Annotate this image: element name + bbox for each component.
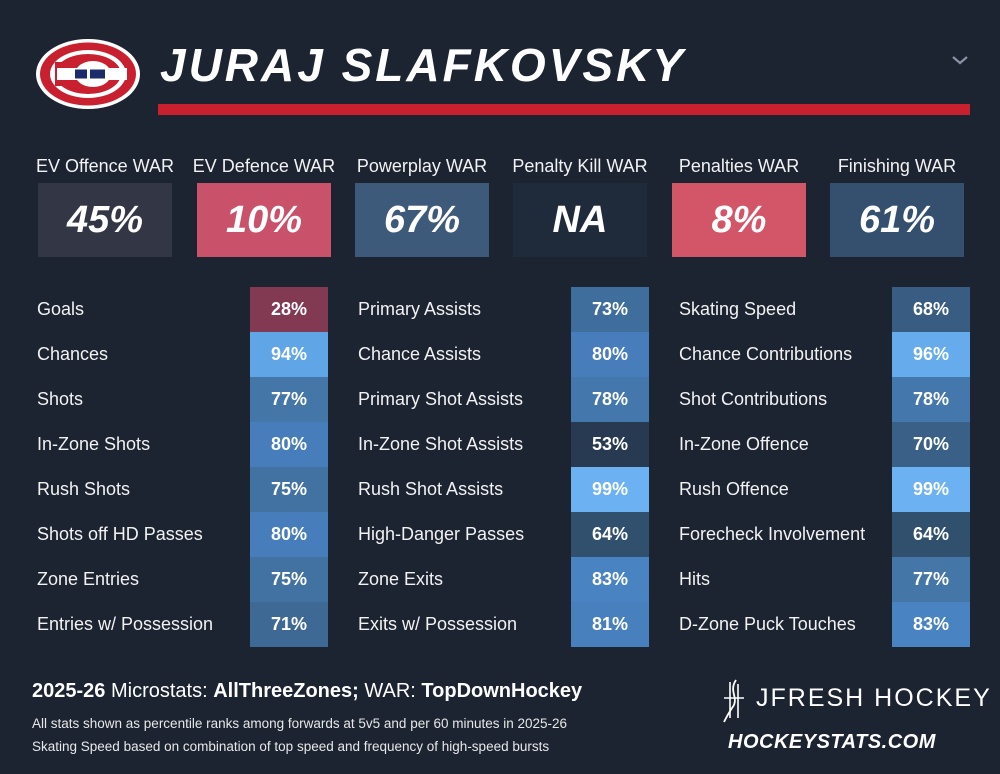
war-value-ev-offence: 45% <box>38 183 172 257</box>
player-name: JURAJ SLAFKOVSKY <box>160 39 686 91</box>
stat-percentile: 81% <box>571 602 649 647</box>
stat-label: Shot Contributions <box>679 389 828 409</box>
stat-label: Primary Shot Assists <box>358 389 524 409</box>
stat-percentile: 71% <box>250 602 328 647</box>
stat-label: In-Zone Offence <box>679 434 809 454</box>
stat-percentile: 99% <box>571 467 649 512</box>
war-label: EV Defence WAR <box>192 156 336 176</box>
footer-credits: 2025-26 Microstats: AllThreeZones; WAR: … <box>32 680 582 703</box>
stat-label: Zone Exits <box>358 569 444 589</box>
stat-label: Chance Contributions <box>679 344 853 364</box>
footer-note: All stats shown as percentile ranks amon… <box>32 716 568 731</box>
footer-note: Skating Speed based on combination of to… <box>32 739 550 754</box>
stat-percentile: 83% <box>892 602 970 647</box>
stat-percentile: 78% <box>571 377 649 422</box>
stat-percentile: 68% <box>892 287 970 332</box>
stat-percentile: 70% <box>892 422 970 467</box>
stat-label: Hits <box>679 569 710 589</box>
stat-percentile: 64% <box>571 512 649 557</box>
site-link[interactable]: HOCKEYSTATS.COM <box>728 731 936 753</box>
stat-percentile: 78% <box>892 377 970 422</box>
stat-percentile: 28% <box>250 287 328 332</box>
microstats-source: AllThreeZones; <box>213 680 359 702</box>
chevron-down-icon[interactable] <box>948 50 972 70</box>
stat-percentile: 80% <box>250 422 328 467</box>
stat-percentile: 64% <box>892 512 970 557</box>
stat-label: Chances <box>37 344 109 364</box>
stat-percentile: 53% <box>571 422 649 467</box>
stat-label: Rush Offence <box>679 479 789 499</box>
war-value-finishing: 61% <box>830 183 964 257</box>
war-label: Powerplay WAR <box>356 156 488 176</box>
stat-label: In-Zone Shots <box>37 434 151 454</box>
stat-label: Zone Entries <box>37 569 140 589</box>
stat-percentile: 96% <box>892 332 970 377</box>
stat-label: In-Zone Shot Assists <box>358 434 524 454</box>
stat-label: Entries w/ Possession <box>37 614 214 634</box>
season: 2025-26 <box>32 680 106 702</box>
stat-percentile: 83% <box>571 557 649 602</box>
war-value-powerplay: 67% <box>355 183 489 257</box>
stat-percentile: 77% <box>250 377 328 422</box>
brand-name: JFRESH HOCKEY <box>756 684 992 712</box>
war-label: EV Offence WAR <box>35 156 175 176</box>
stat-label: Exits w/ Possession <box>358 614 518 634</box>
war-label: Penalty Kill WAR <box>512 156 648 176</box>
stat-label: Rush Shots <box>37 479 131 499</box>
stat-percentile: 80% <box>250 512 328 557</box>
title-underline <box>158 104 970 115</box>
stat-percentile: 75% <box>250 557 328 602</box>
stat-label: Goals <box>37 299 85 319</box>
stat-label: High-Danger Passes <box>358 524 525 544</box>
stat-percentile: 99% <box>892 467 970 512</box>
stat-percentile: 75% <box>250 467 328 512</box>
stat-label: Shots <box>37 389 84 409</box>
war-label: Penalties WAR <box>678 156 800 176</box>
stat-label: D-Zone Puck Touches <box>679 614 856 634</box>
stat-label: Rush Shot Assists <box>358 479 504 499</box>
stat-label: Skating Speed <box>679 299 797 319</box>
jfresh-logo-icon <box>723 679 744 723</box>
stat-percentile: 77% <box>892 557 970 602</box>
microstats-label: Microstats: <box>110 680 208 702</box>
war-value-ev-defence: 10% <box>197 183 331 257</box>
war-value-penalty-kill: NA <box>513 183 647 257</box>
canadiens-logo-icon <box>36 39 140 109</box>
stat-label: Chance Assists <box>358 344 482 364</box>
war-source: TopDownHockey <box>421 680 583 702</box>
stat-label: Primary Assists <box>358 299 482 319</box>
war-source-label: WAR: <box>364 680 416 702</box>
war-label: Finishing WAR <box>837 156 957 176</box>
stat-label: Forecheck Involvement <box>679 524 866 544</box>
stat-percentile: 73% <box>571 287 649 332</box>
stat-percentile: 80% <box>571 332 649 377</box>
war-value-penalties: 8% <box>672 183 806 257</box>
stat-percentile: 94% <box>250 332 328 377</box>
stat-label: Shots off HD Passes <box>37 524 203 544</box>
